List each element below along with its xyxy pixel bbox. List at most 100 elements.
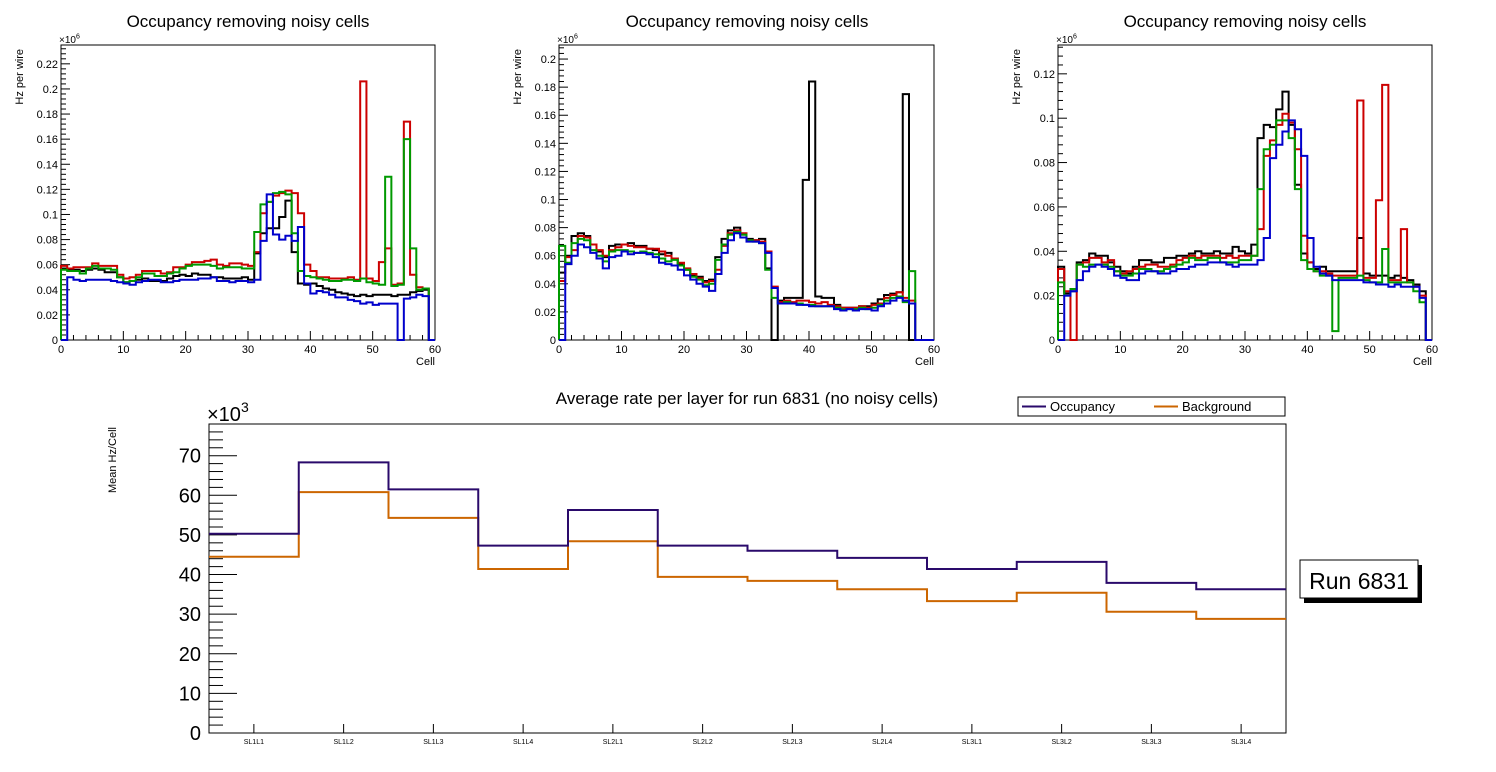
histogram-series-layer-black [558,80,934,341]
y-tick-label: 0.12 [1034,69,1055,81]
chart-title: Occupancy removing noisy cells [626,12,869,31]
x-tick-label: SL1L4 [513,739,533,746]
y-tick-label: 0.14 [37,159,58,171]
x-axis-label: Cell [915,356,934,368]
y-tick-label: 0.2 [541,54,556,66]
x-tick-label: SL2L1 [603,739,623,746]
x-axis-label: Cell [416,356,435,368]
y-tick-label: 0.06 [535,251,556,263]
y-axis-label: Hz per wire [512,49,524,105]
y-tick-label: 0 [190,723,201,745]
y-multiplier-label: ×103 [207,399,249,426]
y-tick-label: 0.12 [37,184,58,196]
y-axis-label: Mean Hz/Cell [107,427,119,493]
y-tick-label: 0.2 [43,84,58,96]
x-tick-label: 50 [367,344,379,356]
plot-frame [1057,44,1433,341]
x-tick-label: SL2L2 [693,739,713,746]
y-tick-label: 50 [179,525,201,547]
y-axis-label: Hz per wire [14,49,26,105]
y-tick-label: 0.02 [1034,291,1055,303]
histogram-series-layer-blue [1058,119,1432,341]
x-tick-label: 40 [1301,344,1313,356]
x-tick-label: SL1L2 [334,739,354,746]
x-tick-label: SL2L3 [782,739,802,746]
x-tick-label: 0 [1055,344,1061,356]
y-axis-label: Hz per wire [1011,49,1023,105]
x-tick-label: 10 [117,344,129,356]
histogram-series-layer-blue [61,193,435,341]
histogram-series-layer-red [1057,83,1432,341]
y-tick-label: 10 [179,683,201,705]
x-tick-label: SL1L1 [244,739,264,746]
y-tick-label: 0.02 [535,307,556,319]
plot-frame [558,44,935,341]
histogram-panel-1: Occupancy removing noisy cells ×106 Hz per… [14,12,441,368]
x-tick-label: 40 [304,344,316,356]
x-tick-label: 0 [556,344,562,356]
y-tick-label: 0.08 [37,235,58,247]
series-line-occupancy [209,461,1286,591]
x-tick-label: 60 [928,344,940,356]
x-tick-label: SL1L3 [423,739,443,746]
x-axis-label: Cell [1413,356,1432,368]
y-tick-label: 60 [179,485,201,507]
x-tick-label: SL3L3 [1141,739,1161,746]
x-tick-label: 0 [58,344,64,356]
chart-title: Average rate per layer for run 6831 (no … [556,389,938,408]
y-multiplier-label: ×106 [1056,34,1077,47]
x-tick-label: 60 [1426,344,1438,356]
y-tick-label: 0.04 [1034,246,1055,258]
y-tick-label: 0.04 [37,285,58,297]
x-tick-label: 60 [429,344,441,356]
x-tick-label: 50 [1364,344,1376,356]
x-tick-label: 20 [1177,344,1189,356]
y-tick-label: 0 [52,335,58,347]
x-tick-label: 30 [242,344,254,356]
legend-label-background: Background [1182,399,1251,414]
y-tick-label: 70 [179,446,201,468]
y-tick-label: 20 [179,644,201,666]
y-tick-label: 0.06 [1034,202,1055,214]
y-multiplier-label: ×106 [557,34,578,47]
annotation-box [1299,559,1419,599]
y-tick-label: 0.22 [37,59,58,71]
y-tick-label: 0 [550,335,556,347]
chart-title: Occupancy removing noisy cells [1124,12,1367,31]
y-tick-label: 0.14 [535,138,556,150]
layer-rate-panel: Average rate per layer for run 6831 (no … [107,389,1422,746]
histogram-series-layer-blue [559,232,934,341]
y-tick-label: 0.04 [535,279,556,291]
x-tick-label: 10 [1114,344,1126,356]
x-tick-label: 30 [1239,344,1251,356]
legend: Occupancy Background [1017,396,1286,417]
y-tick-label: 0.1 [43,209,58,221]
y-tick-label: 0.08 [1034,158,1055,170]
y-tick-label: 0.12 [535,166,556,178]
series-line-background [209,491,1286,620]
chart-title: Occupancy removing noisy cells [127,12,370,31]
x-tick-label: 20 [678,344,690,356]
x-tick-label: 10 [615,344,627,356]
legend-box [1017,396,1286,417]
histogram-panel-2: Occupancy removing noisy cells ×106 Hz per… [512,12,940,368]
x-tick-label: 40 [803,344,815,356]
y-tick-label: 0.18 [37,109,58,121]
y-tick-label: 0 [1049,335,1055,347]
legend-label-occupancy: Occupancy [1050,399,1116,414]
x-tick-label: SL3L1 [962,739,982,746]
y-multiplier-label: ×106 [59,34,80,47]
x-tick-label: 20 [180,344,192,356]
y-tick-label: 0.02 [37,310,58,322]
x-tick-label: SL3L4 [1231,739,1251,746]
y-tick-label: 0.16 [37,134,58,146]
histogram-series-layer-red [558,229,934,341]
histogram-series-layer-green [60,138,435,341]
y-tick-label: 0.06 [37,260,58,272]
plot-frame [208,423,1287,734]
y-tick-label: 0.1 [1040,113,1055,125]
y-tick-label: 0.1 [541,195,556,207]
x-tick-label: 30 [740,344,752,356]
y-tick-label: 0.08 [535,223,556,235]
